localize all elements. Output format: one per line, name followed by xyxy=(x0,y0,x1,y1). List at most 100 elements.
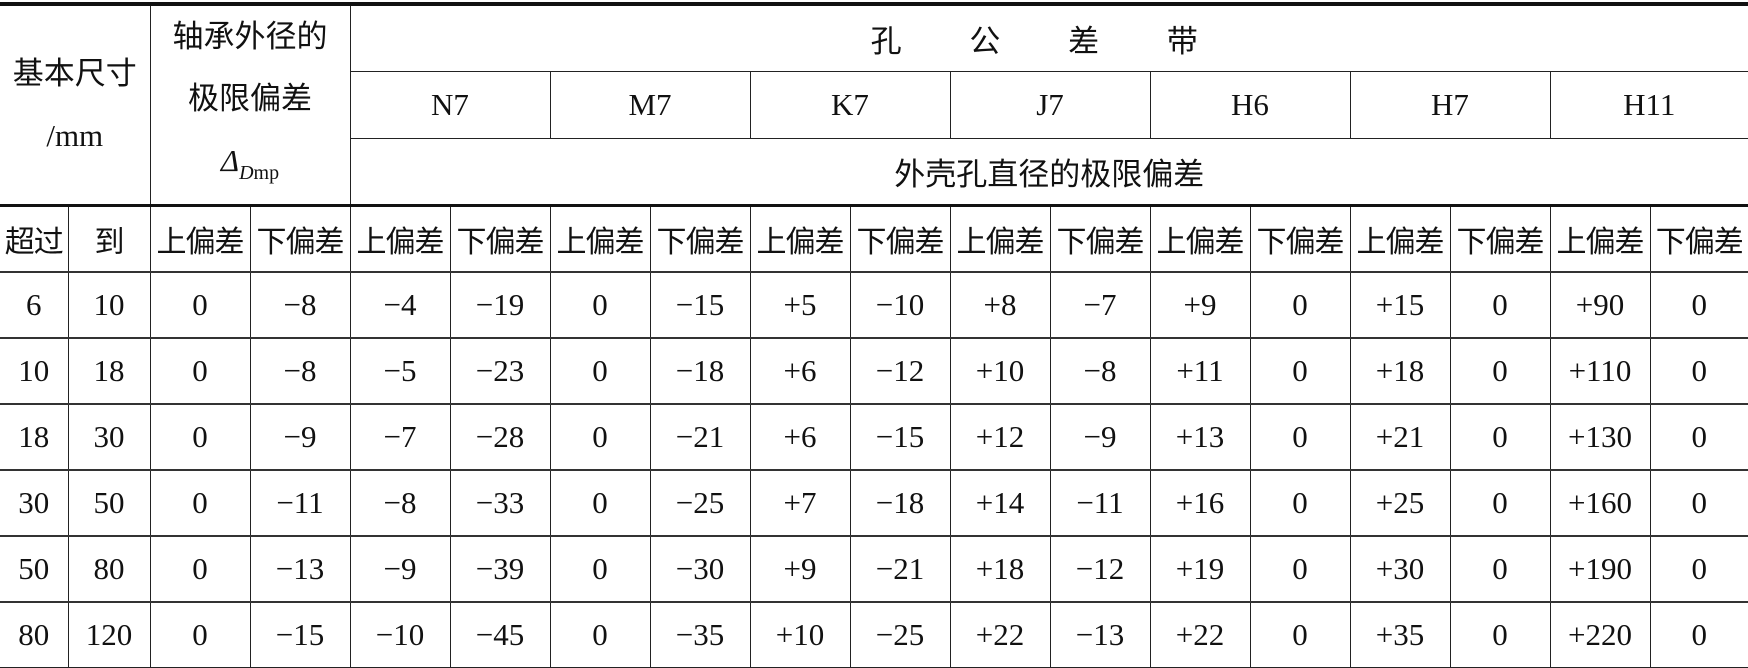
basic-size-unit: /mm xyxy=(46,118,104,153)
table-cell: +10 xyxy=(949,337,1051,405)
table-cell: 18 xyxy=(67,337,151,405)
table-cell: +90 xyxy=(1549,271,1651,339)
table-cell: 30 xyxy=(0,469,69,537)
table-cell: +18 xyxy=(1349,337,1451,405)
zone-header-m7: M7 xyxy=(549,71,751,139)
table-cell: −11 xyxy=(1049,469,1151,537)
table-cell: +10 xyxy=(749,601,851,668)
table-cell: −15 xyxy=(249,601,351,668)
table-cell: 0 xyxy=(1249,535,1351,603)
table-cell: 0 xyxy=(1449,403,1551,471)
table-cell: 0 xyxy=(1649,403,1748,471)
lower-deviation-header: 下偏差 xyxy=(449,204,551,273)
table-cell: 0 xyxy=(1449,337,1551,405)
table-row: 80 120 0 −15 −10 −45 0 −35 +10 −25 +22 −13 +22 0 +35 0 +… xyxy=(0,601,1748,668)
table-cell: −18 xyxy=(849,469,951,537)
table-cell: +9 xyxy=(1149,271,1251,339)
table-cell: 30 xyxy=(67,403,151,471)
table-cell: +30 xyxy=(1349,535,1451,603)
lower-deviation-header: 下偏差 xyxy=(849,204,951,273)
table-cell: 0 xyxy=(1649,337,1748,405)
table-cell: −12 xyxy=(1049,535,1151,603)
table-cell: −35 xyxy=(649,601,751,668)
table-cell: 50 xyxy=(67,469,151,537)
bearing-od-deviation-header: 轴承外径的 极限偏差 ΔDmp xyxy=(149,3,351,206)
hole-tolerance-zone-header: 孔 公 差 带 xyxy=(349,3,1748,73)
table-cell: −8 xyxy=(1049,337,1151,405)
table-cell: 10 xyxy=(0,337,69,405)
table-cell: 0 xyxy=(1249,469,1351,537)
housing-deviation-header: 外壳孔直径的极限偏差 xyxy=(349,137,1748,207)
table-cell: −10 xyxy=(349,601,451,668)
table-cell: +110 xyxy=(1549,337,1651,405)
table-cell: +22 xyxy=(949,601,1051,668)
table-cell: 0 xyxy=(149,601,251,668)
table-cell: 0 xyxy=(149,535,251,603)
table-cell: 0 xyxy=(549,337,651,405)
table-cell: 0 xyxy=(1649,601,1748,668)
lower-deviation-header: 下偏差 xyxy=(649,204,751,273)
table-cell: −10 xyxy=(849,271,951,339)
table-cell: +6 xyxy=(749,403,851,471)
table-row: 30 50 0 −11 −8 −33 0 −25 +7 −18 +14 −11 +16 0 +25 0 +160… xyxy=(0,469,1748,537)
table-cell: −4 xyxy=(349,271,451,339)
table-cell: −25 xyxy=(849,601,951,668)
table-cell: −18 xyxy=(649,337,751,405)
table-cell: +160 xyxy=(1549,469,1651,537)
table-cell: 0 xyxy=(1449,469,1551,537)
zone-header-n7: N7 xyxy=(349,71,551,139)
table-cell: +35 xyxy=(1349,601,1451,668)
table-cell: 80 xyxy=(67,535,151,603)
table-cell: 0 xyxy=(549,601,651,668)
lower-deviation-header: 下偏差 xyxy=(249,204,351,273)
table-cell: −7 xyxy=(1049,271,1151,339)
table-cell: +9 xyxy=(749,535,851,603)
table-cell: −13 xyxy=(1049,601,1151,668)
lower-deviation-header: 下偏差 xyxy=(1049,204,1151,273)
table-row: 10 18 0 −8 −5 −23 0 −18 +6 −12 +10 −8 +11 0 +18 0 +110 0 xyxy=(0,337,1748,405)
table-cell: +11 xyxy=(1149,337,1251,405)
table-cell: +7 xyxy=(749,469,851,537)
table-cell: +19 xyxy=(1149,535,1251,603)
table-cell: +15 xyxy=(1349,271,1451,339)
basic-size-label: 基本尺寸 xyxy=(12,56,137,91)
zone-header-j7: J7 xyxy=(949,71,1151,139)
table-cell: −8 xyxy=(249,337,351,405)
table-cell: −9 xyxy=(1049,403,1151,471)
lower-deviation-header: 下偏差 xyxy=(1449,204,1551,273)
table-cell: −21 xyxy=(849,535,951,603)
table-row: 6 10 0 −8 −4 −19 0 −15 +5 −10 +8 −7 +9 0 +15 0 +90 0 xyxy=(0,271,1748,339)
table-cell: −39 xyxy=(449,535,551,603)
table-cell: −25 xyxy=(649,469,751,537)
table-cell: 0 xyxy=(1449,601,1551,668)
table-cell: 0 xyxy=(1249,403,1351,471)
table-cell: −45 xyxy=(449,601,551,668)
table-cell: 50 xyxy=(0,535,69,603)
table-cell: 18 xyxy=(0,403,69,471)
over-header: 超过 xyxy=(0,204,69,273)
table-cell: +21 xyxy=(1349,403,1451,471)
table-cell: +18 xyxy=(949,535,1051,603)
table-cell: +130 xyxy=(1549,403,1651,471)
upper-deviation-header: 上偏差 xyxy=(149,204,251,273)
table-cell: 0 xyxy=(149,469,251,537)
table-cell: −28 xyxy=(449,403,551,471)
lower-deviation-header: 下偏差 xyxy=(1649,204,1748,273)
upper-deviation-header: 上偏差 xyxy=(949,204,1051,273)
table-cell: 0 xyxy=(1249,601,1351,668)
upper-deviation-header: 上偏差 xyxy=(549,204,651,273)
zone-header-h6: H6 xyxy=(1149,71,1351,139)
table-cell: −8 xyxy=(349,469,451,537)
table-cell: 0 xyxy=(1649,469,1748,537)
table-cell: 0 xyxy=(1249,337,1351,405)
table-cell: +13 xyxy=(1149,403,1251,471)
basic-size-header: 基本尺寸 /mm xyxy=(0,3,151,206)
table-cell: 0 xyxy=(1649,271,1748,339)
table-cell: −30 xyxy=(649,535,751,603)
table-row: 50 80 0 −13 −9 −39 0 −30 +9 −21 +18 −12 +19 0 +30 0 +190… xyxy=(0,535,1748,603)
table-cell: +6 xyxy=(749,337,851,405)
table-cell: −5 xyxy=(349,337,451,405)
table-cell: +12 xyxy=(949,403,1051,471)
upper-deviation-header: 上偏差 xyxy=(749,204,851,273)
